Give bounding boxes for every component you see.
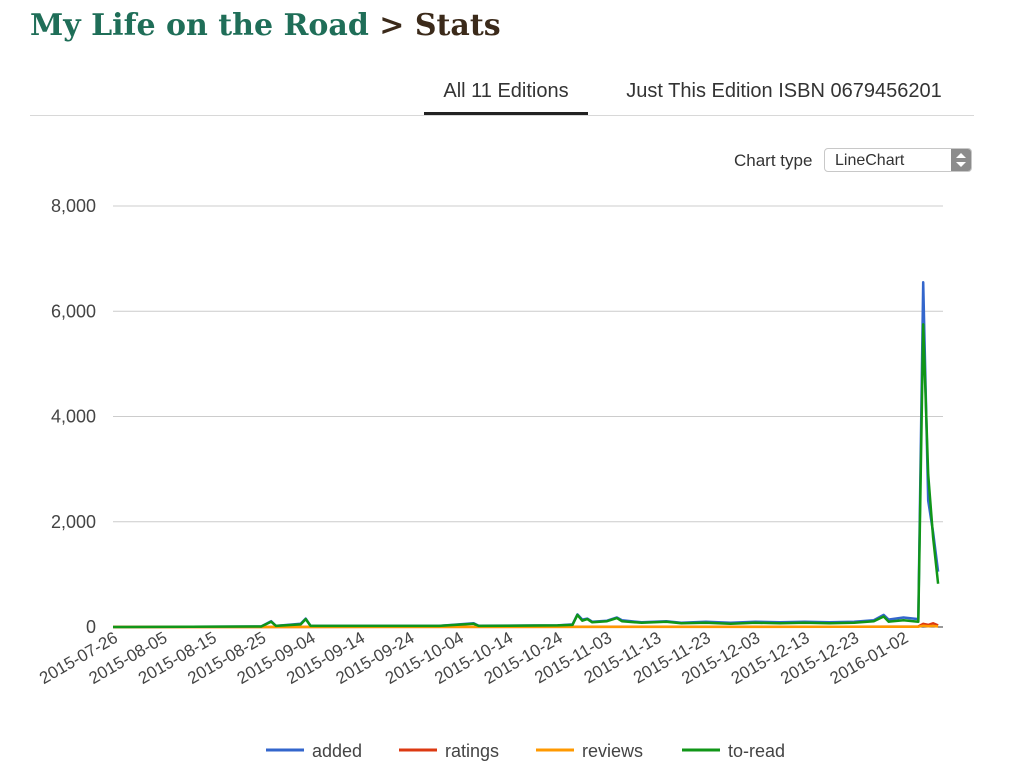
y-tick-label: 4,000 [51,407,96,427]
legend-label: reviews [582,741,643,761]
section-title: Stats [414,8,501,43]
book-title-link[interactable]: My Life on the Road [30,8,369,43]
y-tick-label: 0 [86,617,96,637]
tab-all-editions[interactable]: All 11 Editions [424,70,588,115]
page-title: My Life on the Road > Stats [30,6,501,46]
select-arrows-icon [951,149,971,171]
legend-item-added[interactable]: added [266,741,362,761]
chart-type-label: Chart type [734,151,813,170]
breadcrumb-separator: > [379,8,405,43]
legend-label: to-read [728,741,785,761]
chart-legend[interactable]: added ratings reviews to-read [266,741,785,761]
legend-item-to-read[interactable]: to-read [682,741,785,761]
legend-item-reviews[interactable]: reviews [536,741,643,761]
series-line-reviews [112,624,939,629]
legend-label: added [312,741,362,761]
chart-series [112,281,940,629]
chart-type-value: LineChart [835,152,905,169]
y-tick-label: 8,000 [51,196,96,216]
y-tick-label: 6,000 [51,301,96,321]
y-tick-label: 2,000 [51,512,96,532]
x-axis-tick-labels: 2015-07-262015-08-052015-08-152015-08-25… [36,628,911,688]
chart-type-select[interactable]: LineChart [824,148,972,172]
edition-tabs: All 11 Editions Just This Edition ISBN 0… [30,70,974,116]
series-line-to-read [112,323,940,629]
legend-item-ratings[interactable]: ratings [399,741,499,761]
tab-this-edition[interactable]: Just This Edition ISBN 0679456201 [626,80,942,102]
series-line-added [112,281,940,629]
legend-label: ratings [445,741,499,761]
chart-gridlines [113,205,943,628]
y-axis-tick-labels: 0 2,000 4,000 6,000 8,000 [51,196,96,637]
